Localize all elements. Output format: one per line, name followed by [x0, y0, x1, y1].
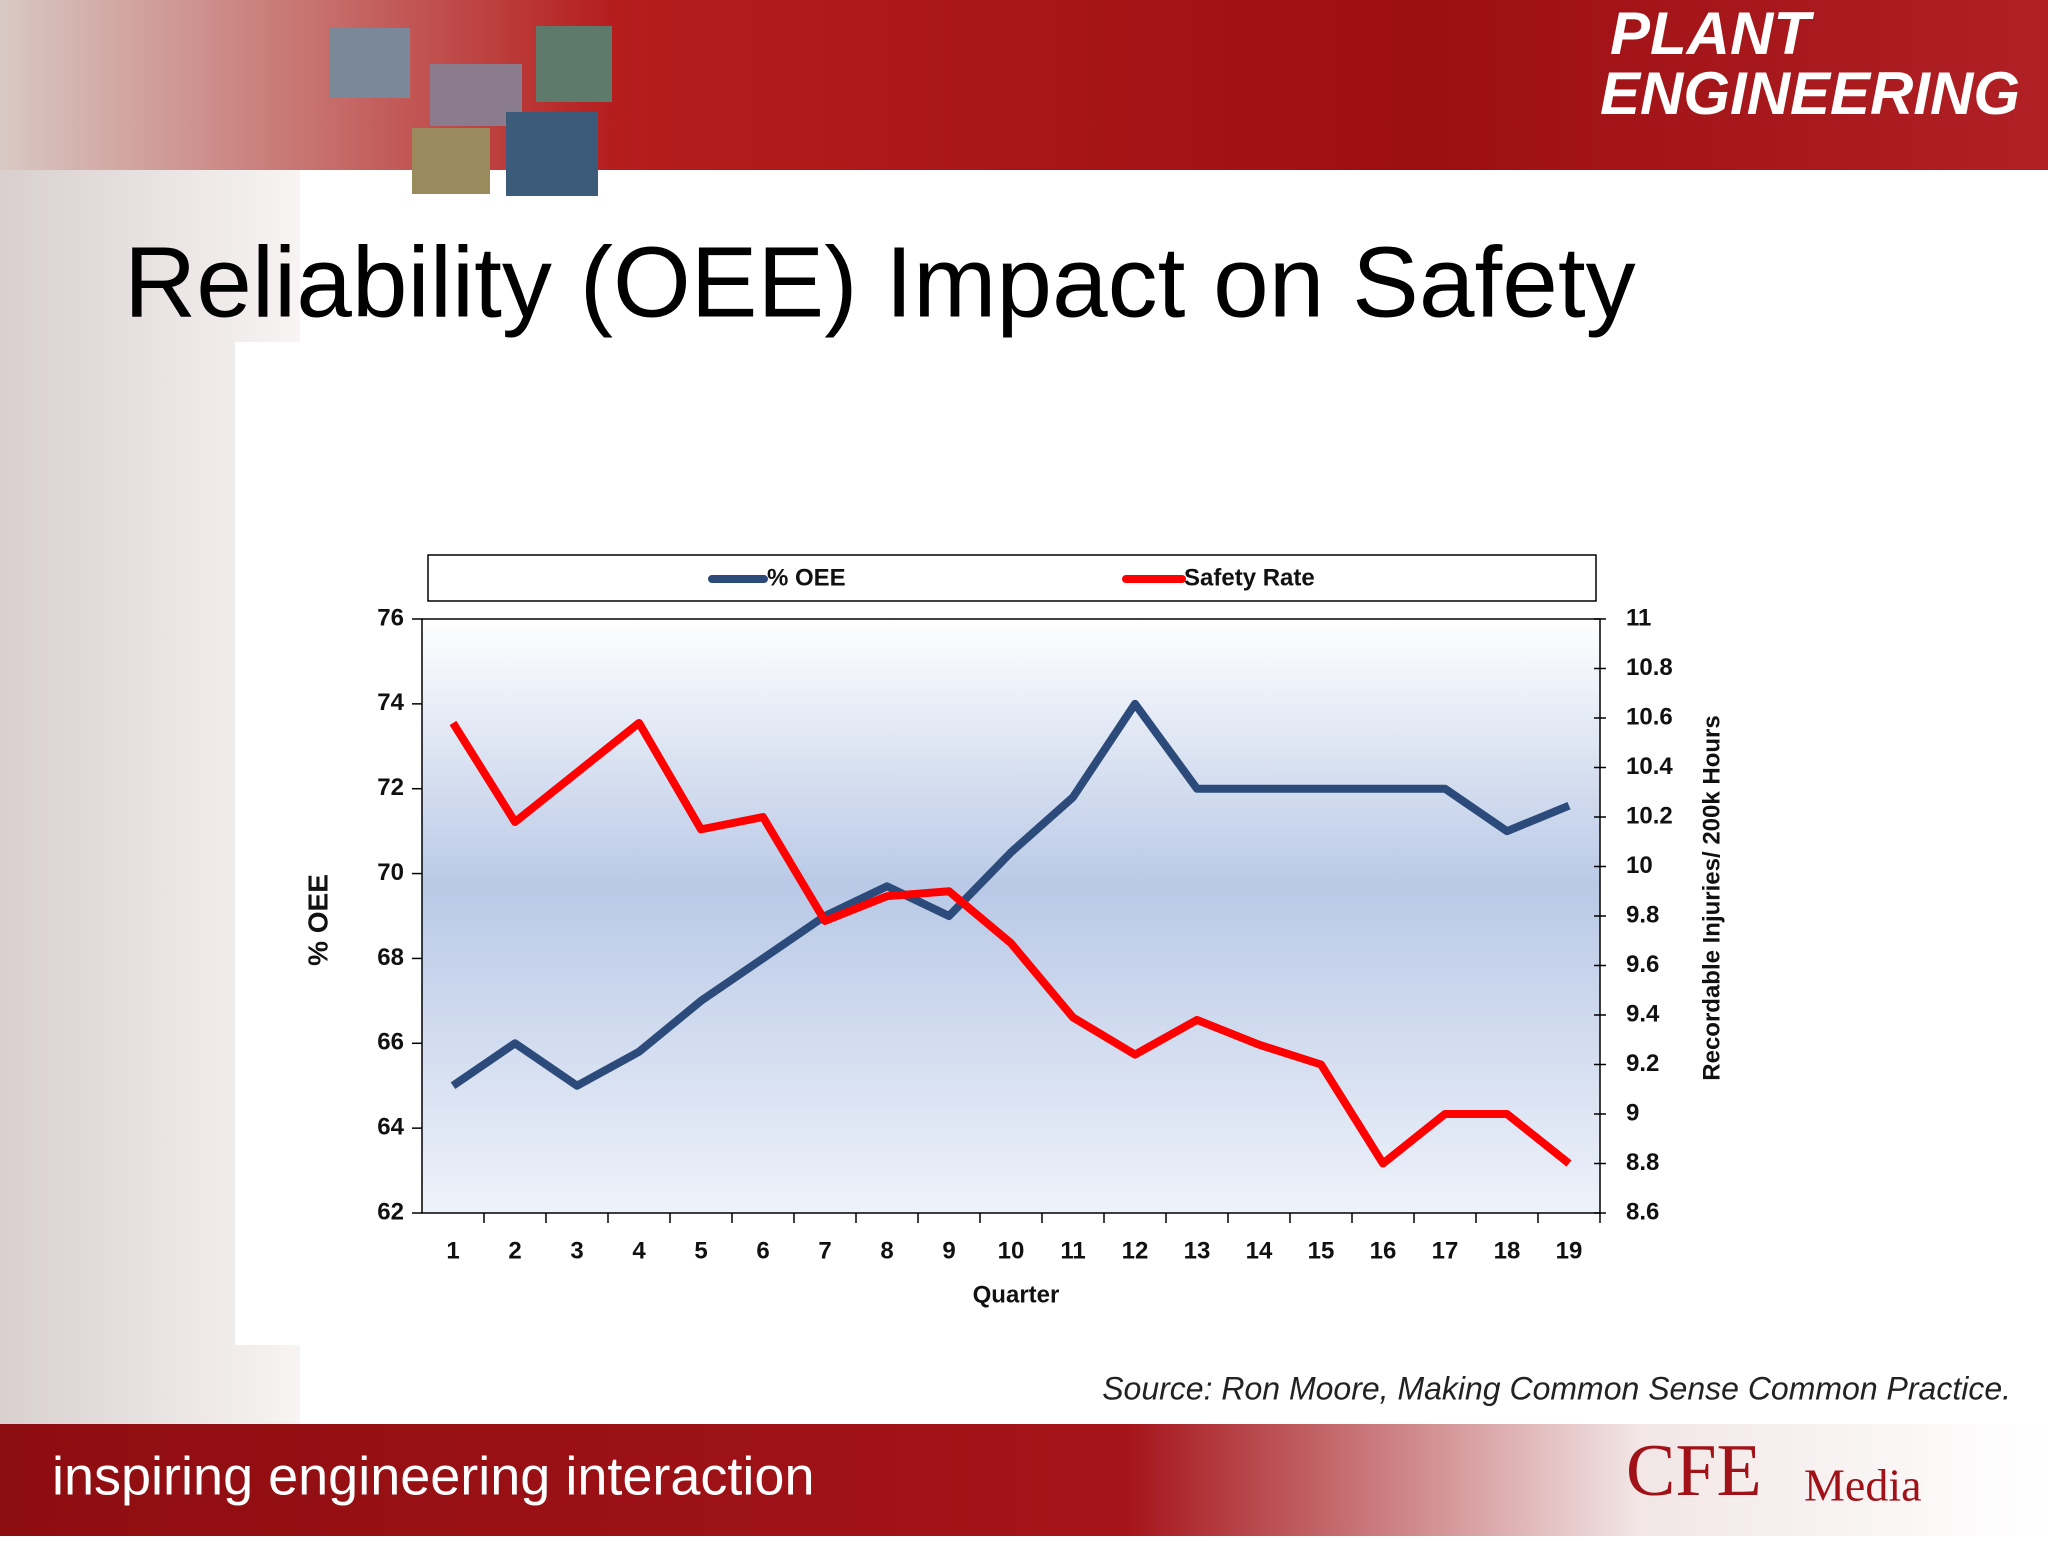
tagline: inspiring engineering interaction	[52, 1446, 815, 1506]
photo	[536, 26, 612, 102]
x-tick-label: 19	[1556, 1237, 1583, 1264]
x-tick-label: 18	[1494, 1237, 1521, 1264]
legend-box	[427, 554, 1597, 602]
y2-tick-label: 9.6	[1626, 951, 1659, 978]
y-tick-label: 76	[377, 604, 404, 631]
y2-tick-label: 10.6	[1626, 703, 1673, 730]
y2-tick-label: 9.8	[1626, 901, 1659, 928]
x-axis-title: Quarter	[973, 1281, 1060, 1308]
slide-title: Reliability (OEE) Impact on Safety	[124, 226, 1636, 338]
series-line	[450, 699, 1571, 1090]
y2-tick-label: 10	[1626, 852, 1653, 879]
legend-label: % OEE	[767, 564, 846, 591]
photo	[412, 128, 490, 194]
legend-label: Safety Rate	[1184, 564, 1315, 591]
x-tick-label: 3	[570, 1237, 583, 1264]
y2-tick-label: 11	[1626, 604, 1651, 631]
logo-top: PLANT	[1610, 0, 1814, 67]
y-tick-label: 72	[377, 774, 404, 801]
logo-top: ENGINEERING	[1600, 60, 2020, 127]
y2-tick-label: 9.4	[1626, 1000, 1660, 1027]
logo-bottom: Media	[1804, 1460, 1922, 1511]
y-tick-label: 74	[377, 689, 404, 716]
x-tick-label: 12	[1122, 1237, 1149, 1264]
y-tick-label: 70	[377, 859, 404, 886]
source-note: Source: Ron Moore, Making Common Sense C…	[1102, 1370, 2011, 1406]
y2-axis-title: Recordable Injuries/ 200k Hours	[1698, 715, 1725, 1080]
x-tick-label: 17	[1432, 1237, 1459, 1264]
x-tick-label: 16	[1370, 1237, 1397, 1264]
x-tick-label: 9	[942, 1237, 955, 1264]
photo	[506, 112, 598, 196]
y2-tick-label: 10.4	[1626, 753, 1673, 780]
y2-tick-label: 9	[1626, 1099, 1639, 1126]
x-tick-label: 11	[1060, 1237, 1085, 1264]
y-tick-label: 64	[377, 1113, 404, 1140]
y2-tick-label: 9.2	[1626, 1050, 1659, 1077]
y-tick-label: 68	[377, 944, 404, 971]
y-tick-label: 62	[377, 1198, 404, 1225]
x-tick-label: 7	[818, 1237, 831, 1264]
y2-tick-label: 10.8	[1626, 654, 1673, 681]
y-tick-label: 66	[377, 1029, 404, 1056]
x-tick-label: 2	[508, 1237, 521, 1264]
x-tick-label: 8	[880, 1237, 893, 1264]
x-tick-label: 15	[1308, 1237, 1335, 1264]
x-tick-label: 5	[694, 1237, 707, 1264]
footer-band	[0, 1424, 2048, 1536]
series-line	[449, 718, 1572, 1168]
x-tick-label: 4	[632, 1237, 646, 1264]
photo	[330, 28, 410, 98]
x-tick-label: 14	[1246, 1237, 1273, 1264]
x-tick-label: 6	[756, 1237, 769, 1264]
y2-tick-label: 8.6	[1626, 1198, 1659, 1225]
y2-tick-label: 10.2	[1626, 802, 1673, 829]
x-tick-label: 13	[1184, 1237, 1211, 1264]
y2-tick-label: 8.8	[1626, 1149, 1659, 1176]
plot-area	[421, 618, 1601, 1214]
logo-bottom: CFE	[1626, 1430, 1762, 1512]
x-tick-label: 10	[998, 1237, 1025, 1264]
y-axis-title: % OEE	[302, 874, 333, 966]
x-tick-label: 1	[446, 1237, 459, 1264]
